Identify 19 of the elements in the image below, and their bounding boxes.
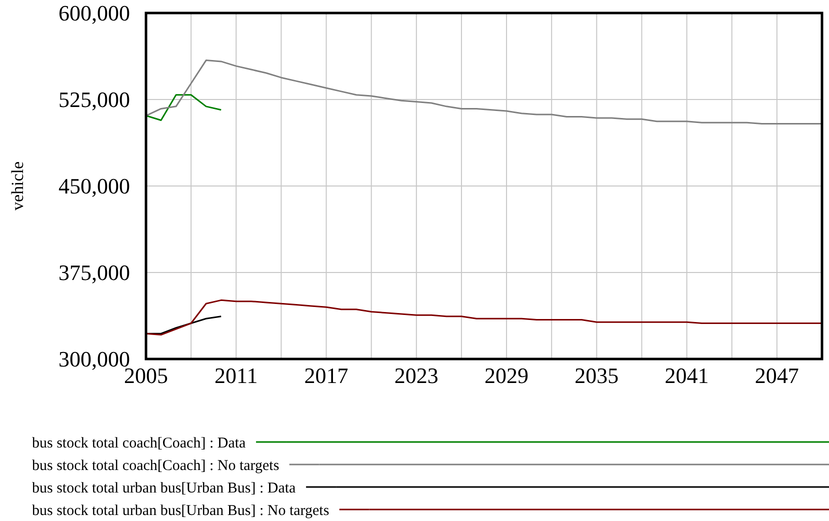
line-series bbox=[145, 299, 823, 336]
x-tick-label: 2047 bbox=[754, 363, 799, 388]
legend-label: bus stock total urban bus[Urban Bus] : Data bbox=[32, 480, 296, 496]
legend-label: bus stock total coach[Coach] : Data bbox=[32, 435, 246, 452]
x-tick-label: 2041 bbox=[664, 363, 709, 388]
line-series bbox=[145, 60, 823, 124]
x-tick-label: 2029 bbox=[484, 363, 529, 388]
legend-label: bus stock total coach[Coach] : No targets bbox=[32, 458, 280, 474]
y-tick-label: 525,000 bbox=[58, 87, 130, 112]
x-tick-label: 2017 bbox=[304, 363, 348, 388]
y-tick-label: 375,000 bbox=[58, 260, 130, 286]
y-tick-label: 450,000 bbox=[58, 174, 130, 199]
x-tick-label: 2011 bbox=[214, 363, 258, 388]
y-tick-label: 600,000 bbox=[58, 0, 130, 26]
line-series bbox=[145, 94, 222, 122]
x-tick-label: 2035 bbox=[574, 363, 619, 388]
y-axis-title: vehicle bbox=[8, 161, 27, 211]
legend-label: bus stock total urban bus[Urban Bus] : No targets bbox=[32, 502, 330, 519]
x-tick-label: 2023 bbox=[394, 363, 438, 388]
